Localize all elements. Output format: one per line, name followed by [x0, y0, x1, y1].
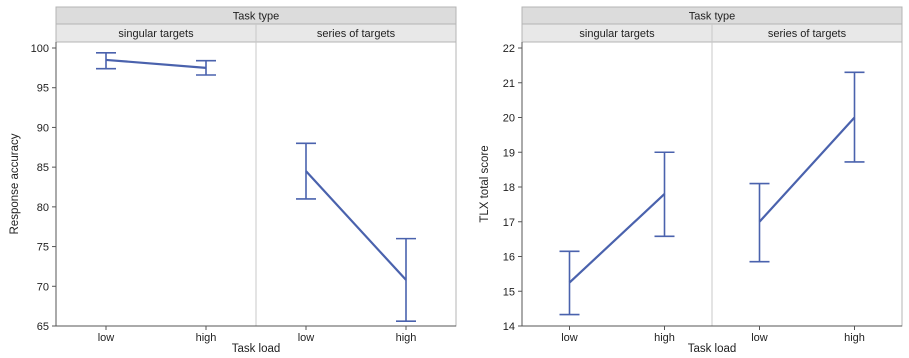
chart1-x-tick-label: high: [396, 332, 417, 344]
chart1-y-tick-label: 90: [37, 122, 49, 134]
chart1-x-tick-label: low: [298, 332, 315, 344]
chart2-facet-label-1: singular targets: [579, 28, 655, 40]
chart1-y-tick-label: 85: [37, 162, 49, 174]
chart1-series-line-1: [105, 58, 207, 69]
chart2-y-tick-label: 19: [503, 147, 515, 159]
chart2-y-tick-label: 21: [503, 78, 515, 90]
chart2-x-tick-label: low: [561, 332, 578, 344]
chart2-y-tick-label: 18: [503, 182, 515, 194]
chart2-facet-label-2: series of targets: [768, 28, 847, 40]
chart2-y-tick-label: 14: [503, 321, 515, 333]
chart2-x-tick-label: low: [751, 332, 768, 344]
chart2-x-axis-title: Task load: [688, 343, 737, 355]
chart2-x-tick-label: high: [844, 332, 865, 344]
chart2-y-tick-label: 15: [503, 286, 515, 298]
chart2-y-tick-label: 20: [503, 113, 515, 125]
chart2-series-line-2: [758, 116, 856, 223]
chart2-y-tick-label: 16: [503, 252, 515, 264]
chart1-facet-label-2: series of targets: [317, 28, 396, 40]
chart1-facet-label-1: singular targets: [118, 28, 194, 40]
chart1-y-tick-label: 70: [37, 281, 49, 293]
chart1-x-tick-label: low: [98, 332, 115, 344]
chart1-x-axis-title: Task load: [232, 343, 281, 355]
chart1-y-tick-label: 100: [31, 43, 49, 55]
chart1-header-label: Task type: [233, 11, 279, 23]
chart2-y-axis-title: TLX total score: [479, 145, 491, 222]
chart1-y-axis-title: Response accuracy: [9, 133, 21, 234]
chart1-y-tick-label: 65: [37, 321, 49, 333]
chart2-series-line-1: [568, 193, 666, 284]
chart2-y-tick-label: 17: [503, 217, 515, 229]
chart1-series-line-2: [305, 170, 407, 281]
chart2-header-label: Task type: [689, 11, 735, 23]
chart1-y-tick-label: 75: [37, 242, 49, 254]
chart1-y-tick-label: 95: [37, 83, 49, 95]
chart1-y-tick-label: 80: [37, 202, 49, 214]
chart1-x-tick-label: high: [196, 332, 217, 344]
chart2-x-tick-label: high: [654, 332, 675, 344]
chart2-y-tick-label: 22: [503, 43, 515, 55]
